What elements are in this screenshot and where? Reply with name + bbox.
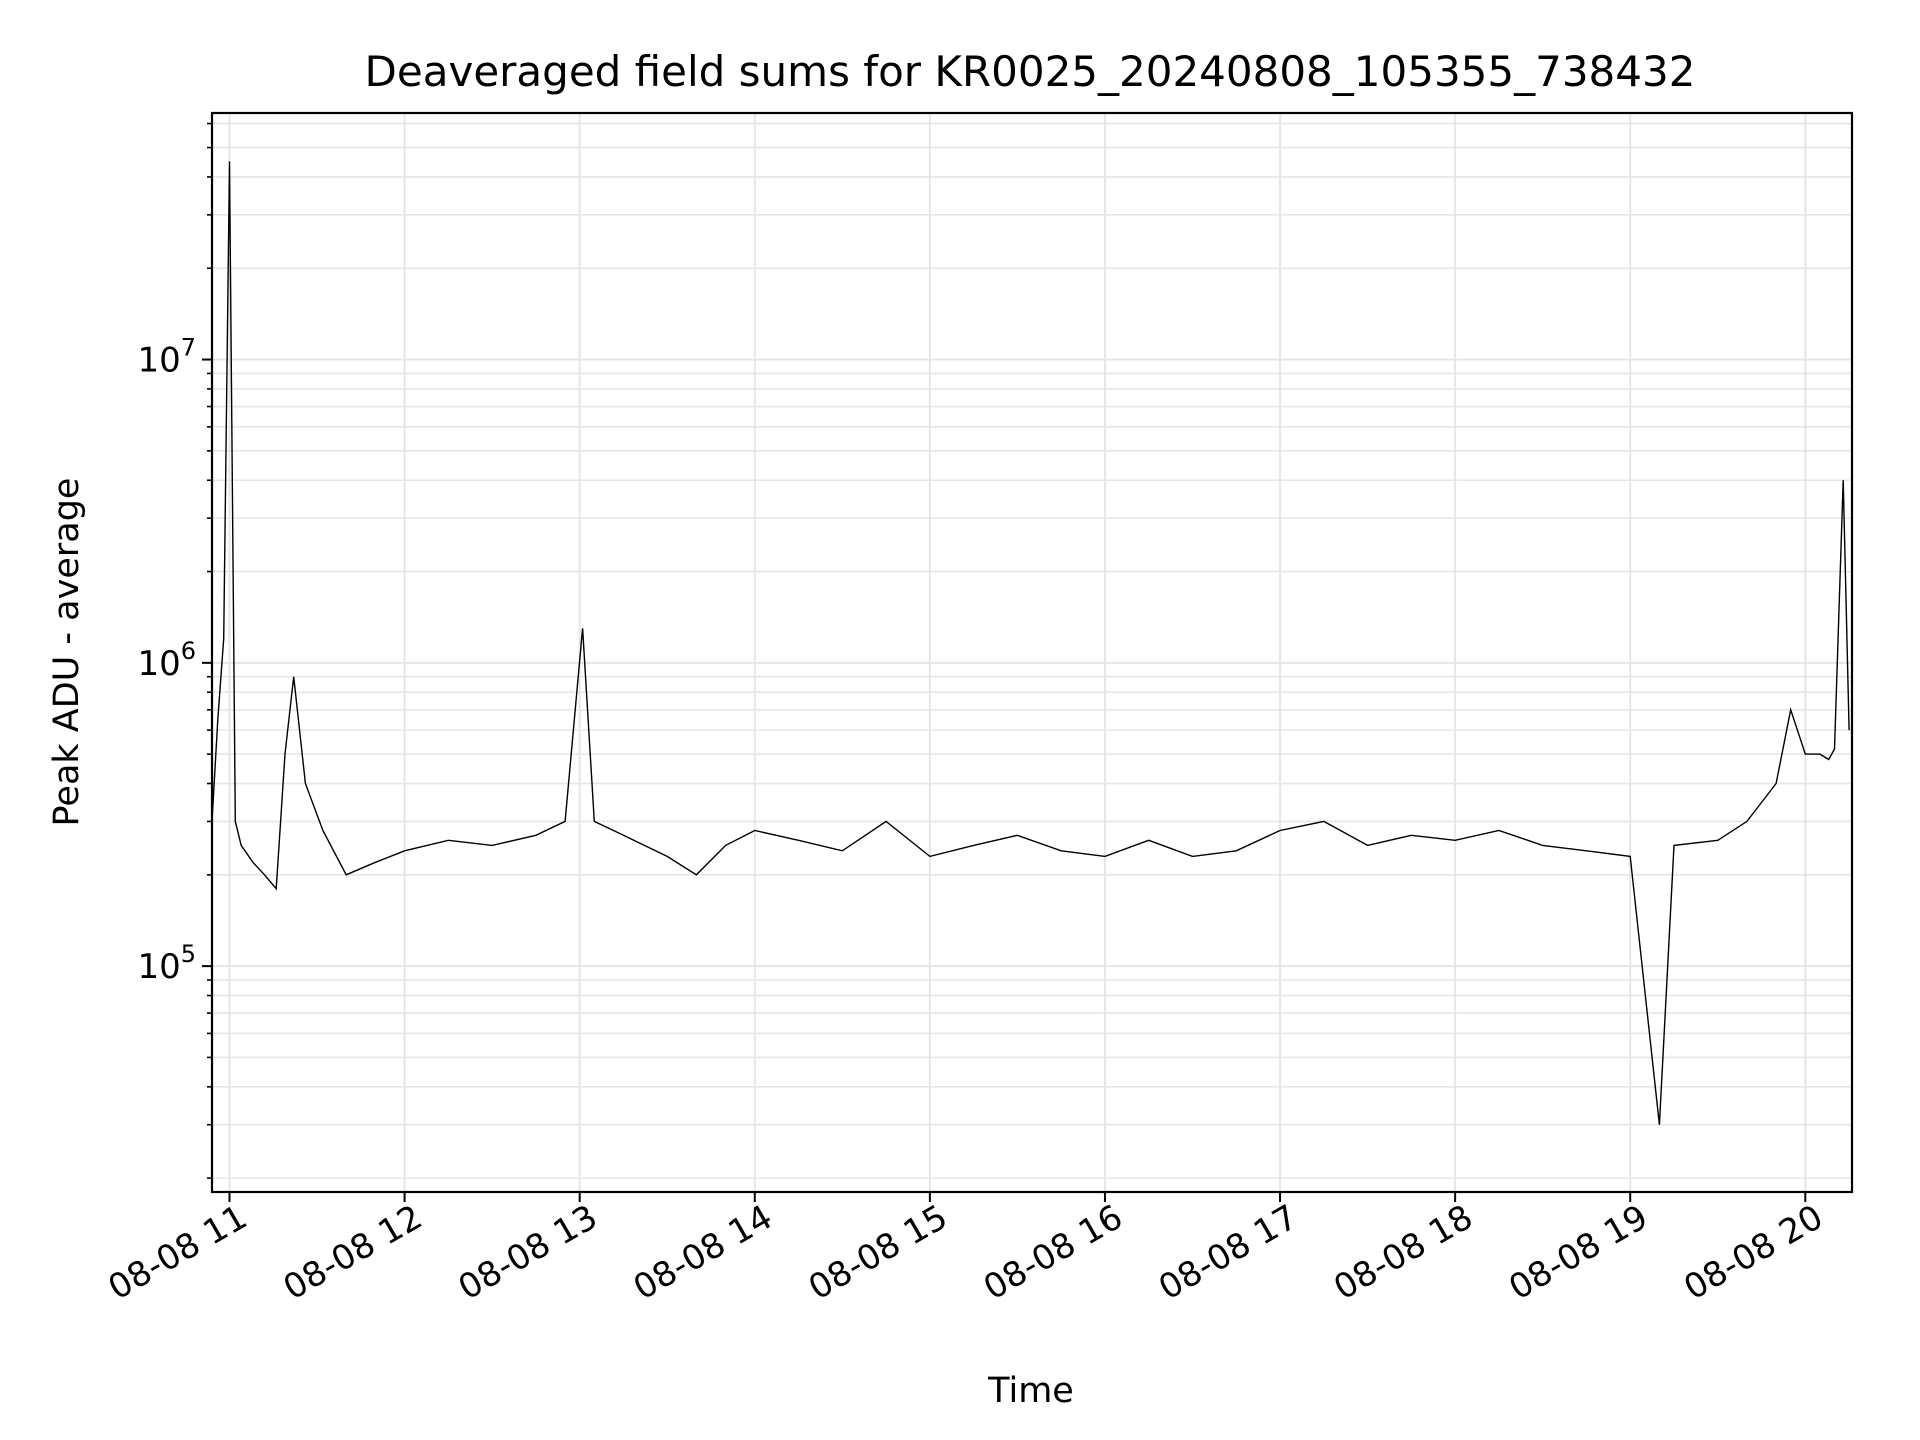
plot-frame [210,111,1854,1194]
y-tick-label: 105 [137,940,196,987]
plot-area [211,161,1850,1125]
y-tick-label: 107 [137,334,196,381]
chart-title: Deaveraged field sums for KR0025_2024080… [365,47,1696,96]
x-axis-label: Time [987,1371,1074,1411]
y-axis-label: Peak ADU - average [47,478,87,827]
y-axis: 105 106 107 [137,122,212,1179]
grid [212,113,1852,1192]
y-tick-label: 106 [137,637,196,684]
series-line [211,161,1850,1125]
